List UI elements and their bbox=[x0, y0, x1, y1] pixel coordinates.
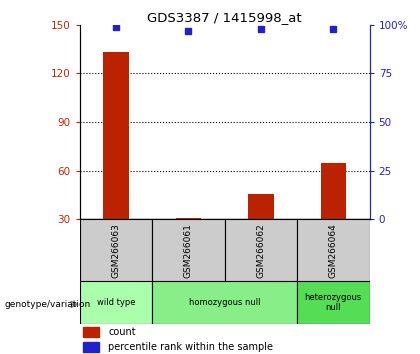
Title: GDS3387 / 1415998_at: GDS3387 / 1415998_at bbox=[147, 11, 302, 24]
Bar bbox=[152, 281, 297, 324]
Bar bbox=[176, 218, 201, 219]
Bar bbox=[225, 219, 297, 281]
Bar bbox=[248, 194, 273, 219]
Bar bbox=[321, 163, 346, 219]
Text: GSM266061: GSM266061 bbox=[184, 223, 193, 278]
Bar bbox=[83, 327, 99, 337]
Bar bbox=[152, 219, 225, 281]
Text: GSM266062: GSM266062 bbox=[257, 223, 265, 278]
Text: GSM266063: GSM266063 bbox=[112, 223, 121, 278]
Text: genotype/variation: genotype/variation bbox=[4, 300, 90, 309]
Bar bbox=[297, 281, 370, 324]
Text: homozygous null: homozygous null bbox=[189, 298, 260, 307]
Text: percentile rank within the sample: percentile rank within the sample bbox=[108, 342, 273, 352]
Bar bbox=[83, 342, 99, 353]
Bar bbox=[80, 219, 152, 281]
Text: wild type: wild type bbox=[97, 298, 135, 307]
Bar bbox=[297, 219, 370, 281]
Bar bbox=[103, 52, 129, 219]
Text: count: count bbox=[108, 327, 136, 337]
Bar bbox=[80, 281, 152, 324]
Text: GSM266064: GSM266064 bbox=[329, 223, 338, 278]
Text: heterozygous
null: heterozygous null bbox=[305, 293, 362, 312]
